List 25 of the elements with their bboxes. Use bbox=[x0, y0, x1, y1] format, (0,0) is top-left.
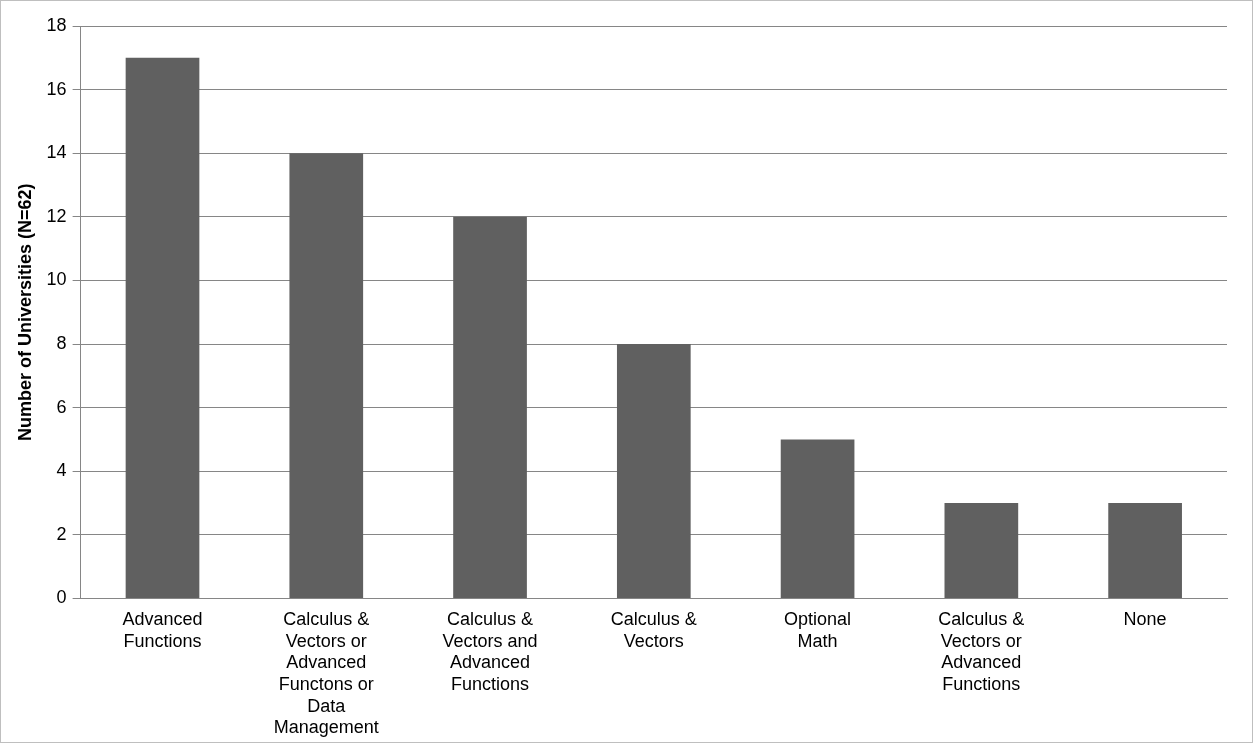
y-tick-label: 10 bbox=[46, 269, 67, 290]
y-tick-label: 14 bbox=[46, 142, 67, 163]
y-tick-label: 4 bbox=[56, 460, 67, 481]
bar bbox=[1108, 503, 1182, 598]
bar bbox=[453, 216, 527, 598]
x-tick-label: Advanced Functions bbox=[122, 609, 203, 651]
x-tick-label: Calculus & Vectors or Advanced Functons or Data Management bbox=[273, 609, 379, 738]
x-tick-label: None bbox=[1123, 609, 1167, 630]
y-tick-label: 0 bbox=[56, 587, 67, 608]
y-tick-label: 6 bbox=[56, 396, 67, 417]
bar bbox=[780, 439, 855, 598]
y-tick-label: 18 bbox=[46, 14, 67, 35]
bar bbox=[944, 503, 1019, 598]
y-tick-label: 2 bbox=[56, 523, 67, 544]
bar bbox=[616, 344, 691, 598]
bar bbox=[125, 57, 200, 598]
y-tick-label: 12 bbox=[46, 205, 67, 226]
y-tick-label: 8 bbox=[56, 332, 67, 353]
x-tick-label: Calculus & Vectors or Advanced Functions bbox=[938, 609, 1025, 694]
bar bbox=[289, 153, 364, 598]
x-tick-label: Calculus & Vectors bbox=[610, 609, 697, 651]
x-tick-label: Calculus & Vectors and Advanced Functions bbox=[442, 609, 538, 694]
y-axis-title: Number of Universities (N=62) bbox=[14, 183, 35, 441]
y-tick-label: 16 bbox=[46, 78, 67, 99]
x-tick-label: Optional Math bbox=[784, 609, 852, 651]
